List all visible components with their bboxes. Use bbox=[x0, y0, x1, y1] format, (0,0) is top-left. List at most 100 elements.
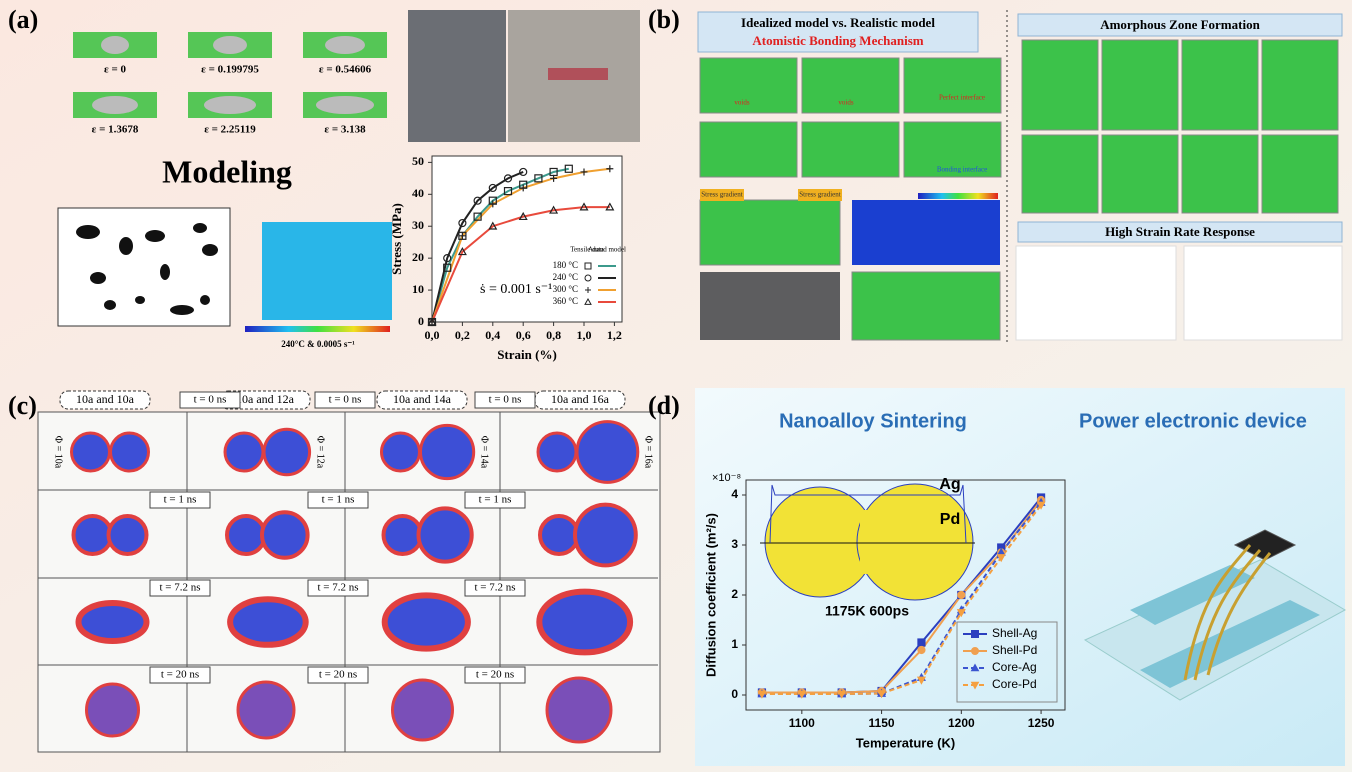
nanoparticle bbox=[856, 483, 974, 601]
x-tick-label: 1,0 bbox=[577, 328, 592, 342]
header-box bbox=[697, 11, 979, 53]
data-point bbox=[443, 254, 452, 263]
photo bbox=[408, 10, 506, 142]
time-label: t = 7.2 ns bbox=[474, 582, 515, 594]
particle bbox=[419, 423, 476, 481]
time-box bbox=[464, 579, 526, 597]
data-point bbox=[877, 690, 887, 699]
data-point bbox=[606, 165, 614, 173]
particle bbox=[381, 514, 424, 556]
specimen bbox=[548, 68, 608, 80]
time-box bbox=[149, 666, 211, 684]
device bbox=[1083, 529, 1347, 701]
time-box bbox=[179, 391, 241, 409]
series-line bbox=[761, 501, 1042, 695]
note-arrow bbox=[700, 189, 744, 201]
x-tick-label: 1150 bbox=[869, 716, 895, 730]
particle bbox=[225, 514, 267, 556]
legend-marker bbox=[971, 647, 979, 655]
data-point bbox=[488, 183, 497, 193]
diameter-label: Φ = 14a bbox=[478, 436, 489, 469]
time-box bbox=[307, 579, 369, 597]
y-tick-label: 2 bbox=[731, 587, 738, 601]
series-line bbox=[761, 504, 1042, 695]
axis-frame bbox=[431, 155, 623, 323]
contour-caption: 240°C & 0.0005 s⁻¹ bbox=[281, 339, 355, 349]
particle bbox=[573, 502, 638, 568]
data-point bbox=[550, 174, 558, 182]
time-box bbox=[149, 491, 211, 509]
neck bbox=[860, 510, 880, 574]
color-bar bbox=[918, 193, 998, 199]
data-point bbox=[797, 690, 807, 699]
deformation bbox=[101, 36, 129, 54]
sim-images bbox=[699, 57, 1002, 341]
time-label: t = 0 ns bbox=[329, 394, 362, 406]
particle bbox=[545, 676, 613, 744]
data-point bbox=[473, 212, 482, 221]
data-point bbox=[503, 187, 513, 196]
particle bbox=[380, 431, 421, 473]
particle bbox=[391, 678, 454, 742]
time-box bbox=[307, 491, 369, 509]
micrograph bbox=[700, 272, 840, 340]
data-point bbox=[580, 168, 588, 176]
data-point bbox=[757, 690, 767, 699]
data-point bbox=[457, 247, 467, 256]
y-tick-label: 30 bbox=[412, 218, 424, 232]
series-line bbox=[761, 499, 1042, 694]
data-point bbox=[534, 174, 543, 183]
annotation: ×10⁻⁸ bbox=[712, 472, 741, 484]
time-box bbox=[149, 579, 211, 597]
data-point bbox=[519, 184, 527, 192]
x-tick-label: 0,4 bbox=[485, 328, 500, 342]
strain-label: ε = 3.138 bbox=[324, 124, 366, 136]
y-tick-label: 1 bbox=[731, 637, 738, 651]
particle bbox=[536, 431, 578, 473]
data-point bbox=[458, 218, 467, 228]
panel-label: (b) bbox=[648, 5, 680, 34]
legend-marker bbox=[970, 663, 980, 672]
y-tick-label: 20 bbox=[412, 250, 424, 264]
legend-label: 240 °C bbox=[553, 272, 578, 282]
deformation bbox=[204, 96, 256, 114]
particle bbox=[71, 514, 114, 556]
annotation: ṡ = 0.001 s⁻¹ bbox=[480, 282, 552, 297]
y-tick-label: 0 bbox=[418, 314, 424, 328]
time-box bbox=[307, 666, 369, 684]
time-label: t = 1 ns bbox=[322, 494, 355, 506]
data-point bbox=[519, 167, 528, 177]
time-label: t = 1 ns bbox=[164, 494, 197, 506]
diameter-label: Φ = 10a bbox=[53, 436, 64, 469]
pair-box bbox=[376, 390, 468, 410]
time-label: t = 20 ns bbox=[319, 669, 357, 681]
pair-box bbox=[534, 390, 626, 410]
sim-images bbox=[1021, 39, 1339, 214]
data-point bbox=[489, 200, 497, 208]
pair-label: 10a and 14a bbox=[393, 392, 452, 406]
strain-label: ε = 0 bbox=[104, 64, 126, 76]
legend-label: Core-Ag bbox=[992, 660, 1037, 674]
particle bbox=[106, 514, 149, 556]
x-tick-label: 1,2 bbox=[607, 328, 622, 342]
annotation: Bonding interface bbox=[937, 166, 987, 174]
time-label: t = 1 ns bbox=[479, 494, 512, 506]
y-tick-label: 3 bbox=[731, 537, 738, 551]
x-tick-label: 0,6 bbox=[516, 328, 531, 342]
particle bbox=[75, 600, 150, 644]
deformation bbox=[213, 36, 247, 54]
panel-label: (a) bbox=[8, 5, 38, 34]
title: Power electronic device bbox=[1079, 410, 1307, 432]
y-tick-label: 4 bbox=[731, 487, 738, 501]
y-tick-label: 40 bbox=[412, 186, 424, 200]
particle bbox=[262, 427, 312, 477]
pair-box bbox=[219, 390, 311, 410]
data-point bbox=[488, 221, 498, 230]
stress-map bbox=[852, 200, 1000, 265]
particle bbox=[538, 514, 580, 556]
plot-image bbox=[1015, 245, 1177, 341]
legend-box bbox=[956, 621, 1058, 703]
time-box bbox=[464, 491, 526, 509]
profile bbox=[769, 484, 967, 544]
particle bbox=[109, 431, 150, 473]
